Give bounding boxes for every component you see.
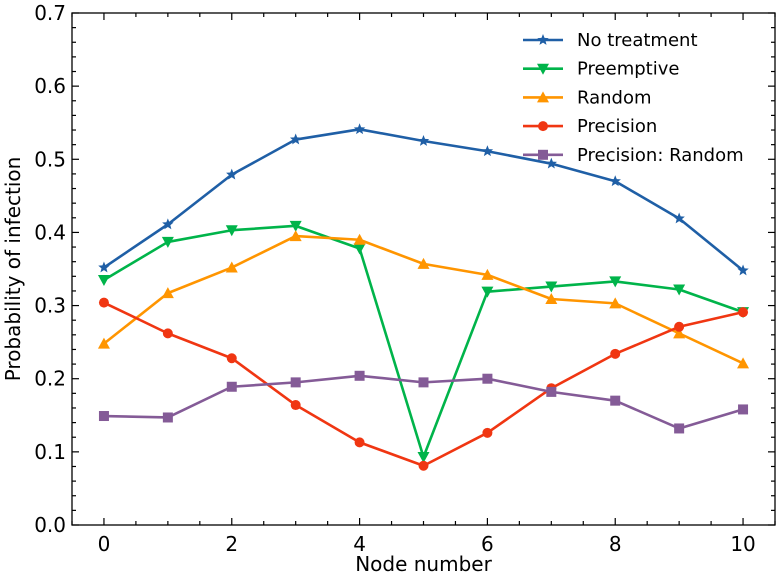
legend-label: No treatment [577,30,698,51]
data-point [98,297,109,308]
data-point [738,307,749,318]
data-point [98,411,109,422]
legend-marker [537,34,549,45]
data-point [546,386,557,397]
plot-frame [71,12,776,526]
data-point [481,286,494,298]
data-point [481,145,494,157]
y-tick-label: 0.3 [34,294,66,318]
y-tick-label: 0.2 [34,367,66,391]
legend-marker [538,121,548,132]
data-point [545,292,558,304]
y-tick-label: 0.6 [34,74,66,98]
data-point [482,373,493,384]
data-point [162,412,173,423]
legend-marker [537,91,549,103]
ticks: 0 2 4 6 8 10 0.0 0.1 0.2 0.3 0.4 0.5 0.6 0.7 [34,1,776,556]
x-axis-label: Node number [355,552,492,576]
data-point [417,135,430,146]
data-point [673,327,686,339]
x-tick-label: 4 [353,532,366,556]
x-tick-label: 6 [481,532,494,556]
data-point [418,460,429,471]
data-point [482,427,493,438]
legend-entry: No treatment [523,30,698,51]
data-point [354,437,365,448]
data-point [290,400,301,411]
data-point [225,261,238,273]
data-point [545,281,558,293]
data-point [737,357,750,369]
legend-marker [538,149,548,160]
data-point [98,261,110,273]
legend-label: Random [577,87,652,108]
data-point [226,168,238,180]
data-point [674,423,685,434]
data-point [418,377,429,388]
legend-entry: Random [523,87,652,108]
x-tick-label: 0 [98,532,111,556]
data-point [353,123,366,135]
data-point [610,348,621,359]
series-1 [97,220,750,463]
legend-label: Precision [577,116,657,137]
data-point [609,297,622,309]
data-point [289,230,302,242]
y-tick-label: 0.0 [34,513,66,537]
series-lines [97,123,750,471]
data-point [354,370,365,381]
data-point [225,225,238,237]
x-tick-label: 8 [609,532,622,556]
data-point [737,264,749,276]
x-tick-label: 10 [730,532,755,556]
data-point [609,276,622,288]
data-point [97,337,110,349]
y-tick-label: 0.1 [34,440,66,464]
data-point [162,328,173,339]
series-0 [98,123,749,276]
data-point [161,236,174,248]
y-axis-label: Probability of infection [1,157,25,382]
legend: No treatment Preemptive Random Precision Pre… [523,30,744,166]
legend-label: Precision: Random [577,145,744,166]
legend-entry: Precision: Random [523,145,744,166]
data-point [481,268,494,280]
series-2 [97,230,750,369]
data-point [161,287,174,299]
data-point [738,404,749,415]
y-tick-label: 0.5 [34,147,66,171]
series-line [103,234,744,365]
data-point [289,133,302,145]
y-tick-label: 0.7 [34,1,66,25]
data-point [290,377,301,388]
data-point [353,243,366,255]
data-point [226,353,237,364]
legend-marker [537,63,549,75]
data-point [97,274,110,286]
data-point [417,451,430,463]
series-3 [98,297,749,471]
data-point [609,175,621,187]
data-point [674,321,685,332]
x-tick-label: 2 [225,532,238,556]
data-point [673,284,686,296]
legend-label: Preemptive [577,59,679,80]
data-point [353,233,366,245]
legend-entry: Precision [523,116,657,137]
data-point [545,157,558,169]
data-point [226,381,237,392]
data-point [673,212,685,224]
y-tick-label: 0.4 [34,220,66,244]
data-point [417,257,430,269]
series-4 [98,370,749,434]
legend-entry: Preemptive [523,59,679,80]
data-point [610,395,621,406]
data-point [162,218,174,230]
data-point [289,220,302,232]
